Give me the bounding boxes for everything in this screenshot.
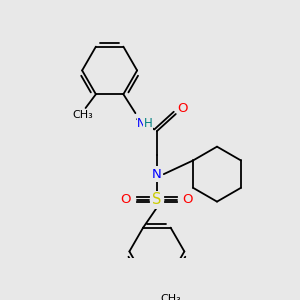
Text: CH₃: CH₃ <box>160 294 181 300</box>
Text: S: S <box>152 192 162 207</box>
Text: N: N <box>152 168 162 181</box>
Text: O: O <box>177 102 188 116</box>
Text: H: H <box>144 117 153 130</box>
Text: O: O <box>121 194 131 206</box>
Text: N: N <box>137 117 146 130</box>
Text: CH₃: CH₃ <box>73 110 93 120</box>
Text: O: O <box>182 194 193 206</box>
